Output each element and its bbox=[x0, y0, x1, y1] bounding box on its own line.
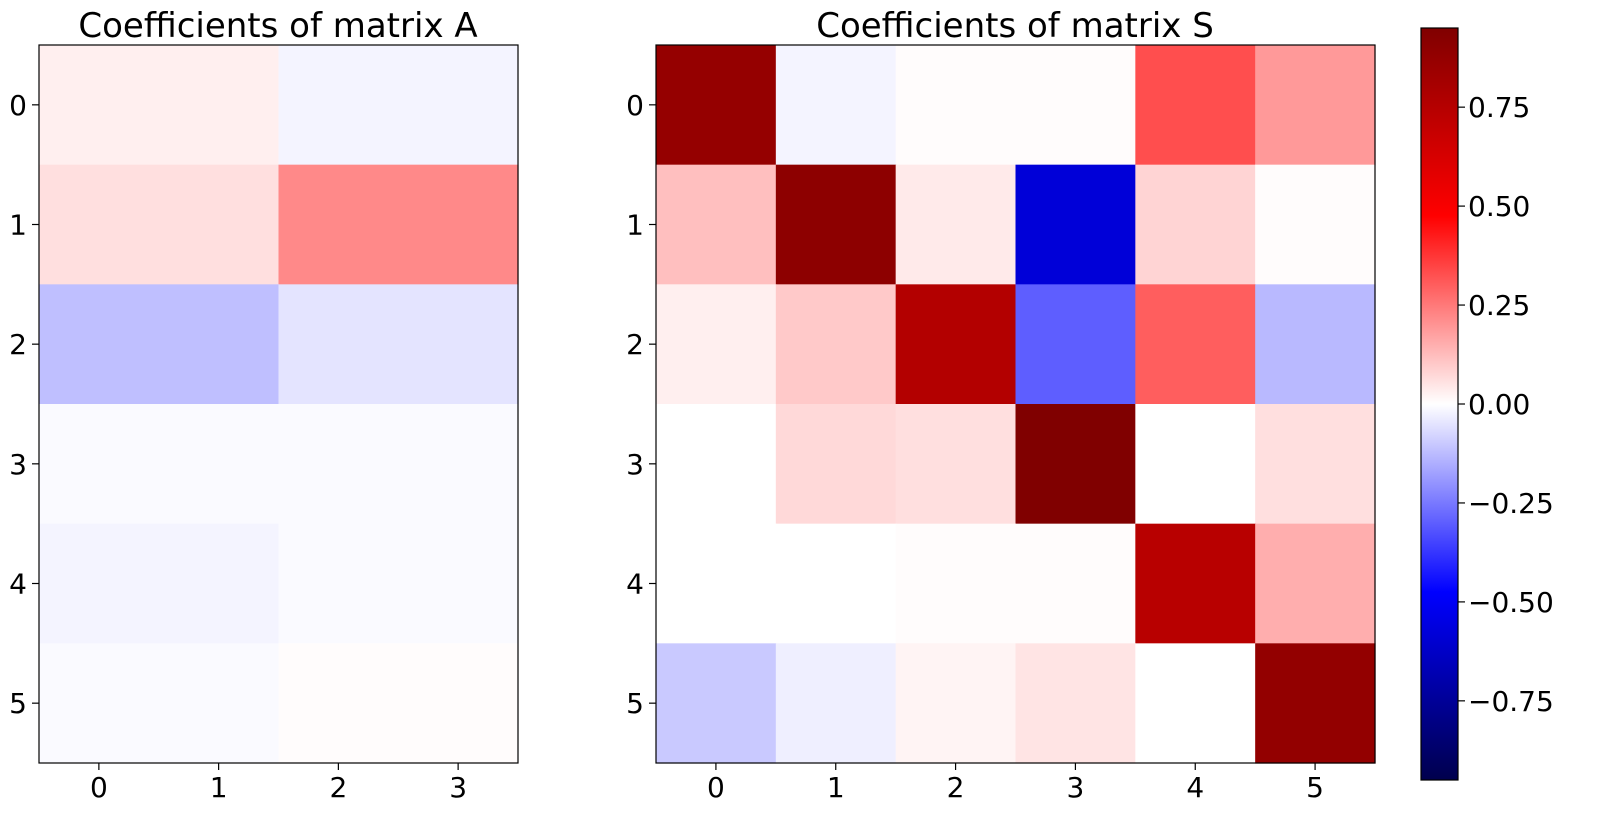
heatmap-s-cell bbox=[1135, 284, 1256, 405]
colorbar-tick-label: 0.00 bbox=[1468, 388, 1530, 421]
heatmap-s-y-tick-label: 4 bbox=[626, 568, 644, 601]
heatmap-s-y-tick-label: 5 bbox=[626, 687, 644, 720]
heatmap-s-cell bbox=[656, 523, 777, 644]
colorbar-tick-label: 0.25 bbox=[1468, 289, 1530, 322]
heatmap-s-y-tick-label: 0 bbox=[626, 89, 644, 122]
heatmap-s-x-tick-label: 5 bbox=[1306, 771, 1324, 804]
heatmap-s-cells bbox=[656, 45, 1376, 764]
heatmap-a-y-tick-label: 3 bbox=[9, 448, 27, 481]
colorbar-tick-label: −0.50 bbox=[1468, 586, 1554, 619]
heatmap-a-cell bbox=[278, 284, 519, 405]
heatmap-s-y-tick-label: 3 bbox=[626, 448, 644, 481]
heatmap-a-x-tick-label: 3 bbox=[449, 771, 467, 804]
heatmap-a-y-ticks: 0 1 2 3 4 5 bbox=[9, 89, 39, 720]
heatmap-a-cell bbox=[39, 643, 280, 764]
heatmap-s-cell bbox=[775, 284, 897, 405]
heatmap-s-cell bbox=[895, 164, 1017, 285]
heatmap-s-cell bbox=[1255, 404, 1376, 525]
heatmap-s-cell bbox=[1015, 164, 1136, 285]
heatmap-a-cell bbox=[39, 523, 280, 644]
heatmap-a: Coefficients of matrix A 0 1 2 3 0 1 2 3 4 5 bbox=[9, 6, 519, 804]
heatmap-s-cell bbox=[775, 523, 897, 644]
heatmap-s-cell bbox=[895, 404, 1017, 525]
heatmap-a-cell bbox=[278, 164, 519, 285]
heatmap-s-y-tick-label: 2 bbox=[626, 328, 644, 361]
heatmap-a-x-ticks: 0 1 2 3 bbox=[90, 763, 467, 804]
heatmap-s-title: Coefficients of matrix S bbox=[816, 6, 1214, 46]
heatmap-a-cells bbox=[39, 45, 519, 764]
colorbar-tick-label: −0.75 bbox=[1468, 685, 1554, 718]
heatmap-s-cell bbox=[1135, 523, 1256, 644]
heatmap-s-cell bbox=[895, 643, 1017, 764]
heatmap-s-x-tick-label: 3 bbox=[1067, 771, 1085, 804]
heatmap-a-y-tick-label: 2 bbox=[9, 328, 27, 361]
heatmap-a-y-tick-label: 5 bbox=[9, 687, 27, 720]
heatmap-s-cell bbox=[656, 643, 777, 764]
colorbar-tick-label: −0.25 bbox=[1468, 487, 1554, 520]
heatmap-s-x-ticks: 0 1 2 3 4 5 bbox=[707, 763, 1324, 804]
heatmap-s-x-tick-label: 1 bbox=[827, 771, 845, 804]
heatmap-s-x-tick-label: 2 bbox=[947, 771, 965, 804]
heatmap-a-cell bbox=[39, 404, 280, 525]
heatmap-s-cell bbox=[775, 404, 897, 525]
heatmap-a-cell bbox=[278, 643, 519, 764]
heatmap-s-cell bbox=[1255, 164, 1376, 285]
heatmap-s-cell bbox=[1255, 284, 1376, 405]
heatmap-s-cell bbox=[895, 45, 1017, 166]
heatmap-a-cell bbox=[39, 45, 280, 166]
heatmap-s-cell bbox=[1255, 523, 1376, 644]
heatmap-s-cell bbox=[1135, 404, 1256, 525]
heatmap-a-x-tick-label: 2 bbox=[329, 771, 347, 804]
heatmap-s-cell bbox=[656, 164, 777, 285]
heatmap-a-x-tick-label: 0 bbox=[90, 771, 108, 804]
heatmap-s-cell bbox=[656, 45, 777, 166]
heatmap-s-cell bbox=[1255, 643, 1376, 764]
heatmap-a-y-tick-label: 4 bbox=[9, 568, 27, 601]
heatmap-s-y-ticks: 0 1 2 3 4 5 bbox=[626, 89, 656, 720]
heatmap-s-frame bbox=[655, 44, 1376, 764]
heatmap-s-cell bbox=[1135, 164, 1256, 285]
heatmap-s-cell bbox=[656, 404, 777, 525]
heatmap-a-y-tick-label: 1 bbox=[9, 209, 27, 242]
heatmap-s-cell bbox=[1015, 284, 1136, 405]
colorbar: 0.75 0.50 0.25 0.00 −0.25 −0.50 −0.75 bbox=[1420, 27, 1554, 781]
heatmap-s-cell bbox=[1015, 523, 1136, 644]
heatmap-s-cell bbox=[775, 164, 897, 285]
heatmap-s-cell bbox=[775, 45, 897, 166]
heatmap-a-y-tick-label: 0 bbox=[9, 89, 27, 122]
heatmap-s-cell bbox=[1015, 643, 1136, 764]
heatmap-a-cell bbox=[278, 404, 519, 525]
heatmap-a-x-tick-label: 1 bbox=[210, 771, 228, 804]
heatmap-s-cell bbox=[1135, 45, 1256, 166]
heatmap-a-cell bbox=[278, 45, 519, 166]
heatmap-s-cell bbox=[1015, 45, 1136, 166]
colorbar-ticks: 0.75 0.50 0.25 0.00 −0.25 −0.50 −0.75 bbox=[1458, 91, 1554, 718]
heatmap-a-cell bbox=[39, 164, 280, 285]
heatmap-s-cell bbox=[1255, 45, 1376, 166]
heatmap-s-x-tick-label: 4 bbox=[1186, 771, 1204, 804]
heatmap-a-cell bbox=[39, 284, 280, 405]
heatmap-s-cell bbox=[775, 643, 897, 764]
heatmap-a-cell bbox=[278, 523, 519, 644]
colorbar-tick-label: 0.75 bbox=[1468, 91, 1530, 124]
heatmap-a-frame bbox=[38, 44, 519, 764]
heatmap-s-cell bbox=[895, 523, 1017, 644]
colorbar-gradient bbox=[1420, 27, 1459, 781]
heatmap-s-cell bbox=[1015, 404, 1136, 525]
heatmap-s-cell bbox=[1135, 643, 1256, 764]
heatmap-s-x-tick-label: 0 bbox=[707, 771, 725, 804]
heatmap-s-cell bbox=[895, 284, 1017, 405]
heatmap-s: Coefficients of matrix S 0 1 2 3 4 5 0 1 2 3 4 5 bbox=[626, 6, 1376, 804]
heatmap-a-title: Coefficients of matrix A bbox=[78, 6, 477, 46]
colorbar-tick-label: 0.50 bbox=[1468, 190, 1530, 223]
heatmap-s-y-tick-label: 1 bbox=[626, 209, 644, 242]
heatmap-s-cell bbox=[656, 284, 777, 405]
